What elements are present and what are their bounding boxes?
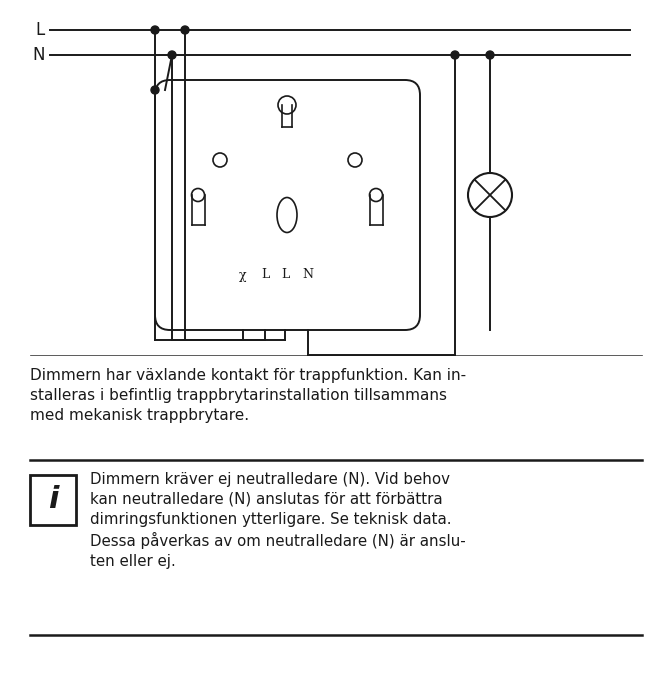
Circle shape [192,188,204,202]
Circle shape [151,86,159,94]
Text: χ: χ [239,269,247,281]
Circle shape [348,153,362,167]
Text: Dimmern kräver ej neutralledare (N). Vid behov
kan neutralledare (N) anslutas fö: Dimmern kräver ej neutralledare (N). Vid… [90,472,466,569]
Circle shape [468,173,512,217]
Text: i: i [48,486,58,514]
FancyBboxPatch shape [155,80,420,330]
FancyBboxPatch shape [30,475,76,525]
Circle shape [151,26,159,34]
Circle shape [370,188,382,202]
Circle shape [278,96,296,114]
Circle shape [213,153,227,167]
Ellipse shape [277,197,297,232]
Circle shape [451,51,459,59]
Circle shape [486,51,494,59]
Text: N: N [32,46,45,64]
Text: L: L [261,269,269,281]
Text: L: L [36,21,45,39]
Circle shape [168,51,176,59]
Circle shape [181,26,189,34]
Text: N: N [302,269,314,281]
Text: Dimmern har växlande kontakt för trappfunktion. Kan in-
stalleras i befintlig tr: Dimmern har växlande kontakt för trappfu… [30,368,466,423]
Text: L: L [281,269,289,281]
